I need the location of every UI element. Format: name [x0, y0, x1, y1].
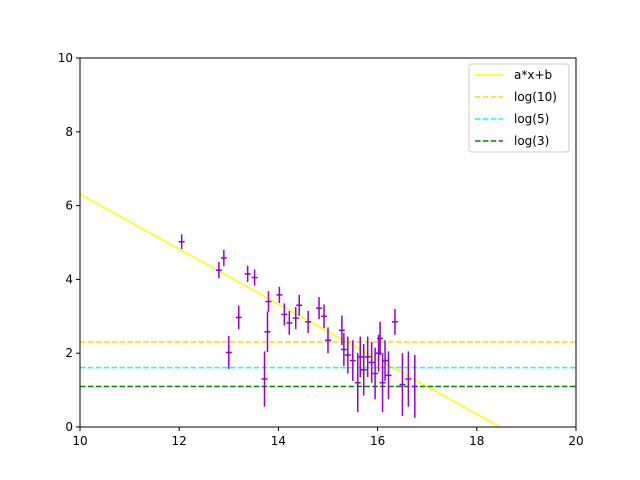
data-point: [276, 286, 283, 304]
data-point: [178, 234, 185, 250]
data-point: [354, 353, 361, 413]
legend-box: [468, 63, 570, 153]
legend: a*x+b log(10) log(5) log(3): [468, 63, 570, 153]
data-point: [251, 269, 258, 286]
data-point: [292, 307, 299, 330]
data-point: [225, 335, 232, 370]
legend-label: log(10): [514, 90, 557, 104]
data-point: [321, 304, 328, 329]
data-point: [368, 342, 375, 383]
y-tick-label: 2: [65, 346, 73, 360]
data-point: [377, 321, 384, 356]
y-tick-label: 4: [65, 272, 73, 286]
data-point: [382, 340, 389, 381]
data-point: [357, 336, 364, 378]
x-tick-label: 12: [172, 434, 187, 448]
data-point: [338, 315, 345, 346]
data-point: [349, 340, 356, 381]
legend-label: log(5): [514, 112, 549, 126]
data-point: [220, 249, 227, 267]
data-point: [411, 355, 418, 418]
data-point: [215, 262, 222, 279]
data-point: [286, 311, 293, 335]
data-point: [265, 291, 272, 312]
data-point: [405, 351, 412, 407]
x-axis: 10 12 14 16 18 20: [72, 427, 584, 448]
data-point: [281, 303, 288, 326]
data-point: [364, 336, 371, 378]
data-point: [379, 353, 386, 413]
x-tick-label: 16: [370, 434, 385, 448]
data-point: [296, 294, 303, 316]
data-point: [325, 327, 331, 354]
data-point: [344, 336, 351, 374]
y-tick-label: 0: [65, 420, 73, 434]
data-point: [391, 308, 398, 335]
legend-label: log(3): [514, 134, 549, 148]
y-tick-label: 10: [58, 51, 73, 65]
y-tick-label: 6: [65, 199, 73, 213]
data-point: [305, 310, 312, 333]
data-point: [244, 265, 251, 282]
data-point: [340, 332, 347, 367]
data-point: [261, 351, 268, 407]
x-tick-label: 18: [469, 434, 484, 448]
data-point: [360, 343, 367, 396]
data-point: [385, 351, 392, 400]
legend-label: a*x+b: [514, 68, 552, 82]
plot-frame: [79, 57, 577, 428]
y-tick-label: 8: [65, 125, 73, 139]
y-axis: 0 2 4 6 8 10: [58, 51, 80, 434]
data-point: [264, 311, 271, 353]
x-tick-label: 20: [568, 434, 583, 448]
x-tick-label: 14: [271, 434, 286, 448]
data-points: [178, 234, 418, 418]
data-point: [316, 297, 323, 320]
data-point: [372, 347, 379, 400]
x-tick-label: 10: [72, 434, 87, 448]
data-point: [235, 305, 242, 330]
data-point: [399, 353, 406, 416]
